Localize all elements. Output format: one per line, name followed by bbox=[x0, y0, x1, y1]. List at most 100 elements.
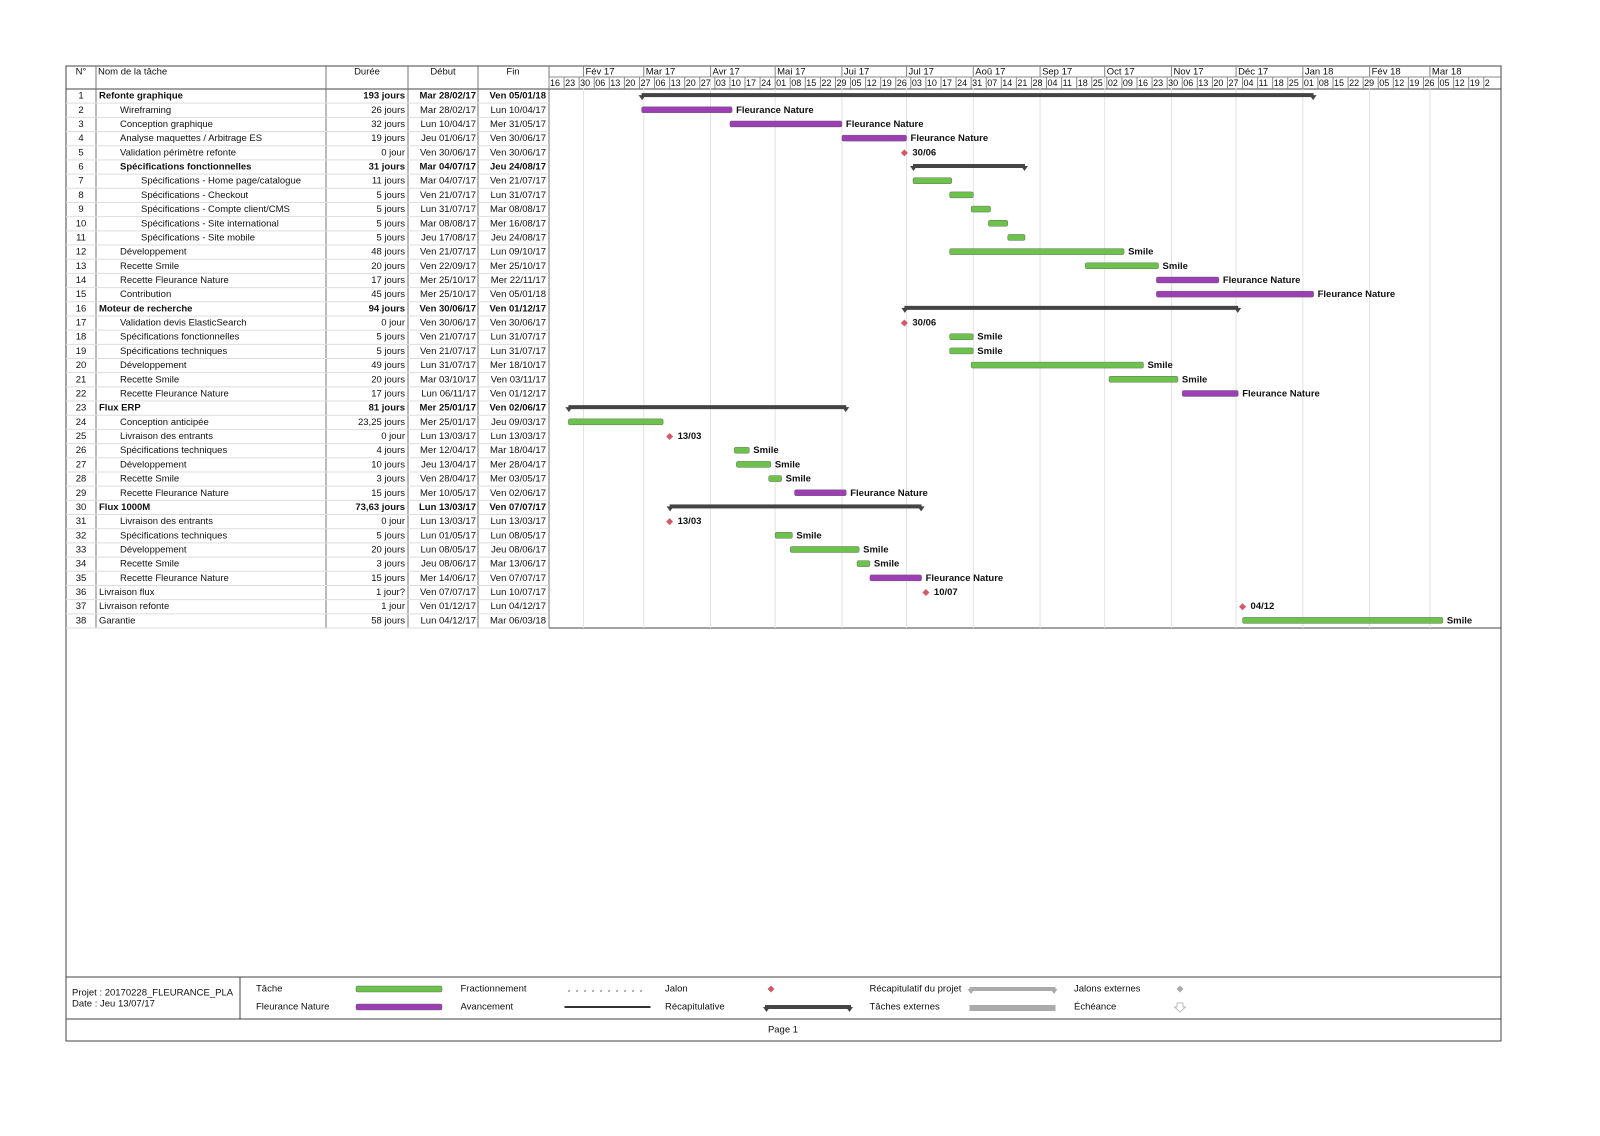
column-header: Nom de la tâche bbox=[98, 67, 167, 78]
finish-date: Mer 28/04/17 bbox=[490, 459, 546, 470]
bar-label: 13/03 bbox=[678, 431, 702, 442]
finish-date: Lun 04/12/17 bbox=[491, 601, 546, 612]
legend-symbol bbox=[767, 985, 775, 993]
row-id: 10 bbox=[76, 218, 87, 229]
week-label: 27 bbox=[640, 78, 650, 88]
row-id: 34 bbox=[76, 559, 87, 570]
start-date: Lun 13/03/17 bbox=[421, 516, 476, 527]
task-bar bbox=[568, 418, 664, 426]
finish-date: Lun 13/03/17 bbox=[491, 516, 546, 527]
summary-cap bbox=[1234, 307, 1242, 313]
week-label: 13 bbox=[1198, 78, 1208, 88]
finish-date: Lun 31/07/17 bbox=[491, 190, 546, 201]
week-label: 24 bbox=[761, 78, 771, 88]
task-name: Recette Fleurance Nature bbox=[120, 488, 229, 499]
duration: 5 jours bbox=[376, 530, 405, 541]
task-bar bbox=[1108, 376, 1179, 383]
start-date: Mer 25/01/17 bbox=[419, 403, 476, 414]
bar-label: Fleurance Nature bbox=[736, 105, 814, 116]
legend-label: Fractionnement bbox=[461, 984, 527, 995]
task-name: Recette Smile bbox=[120, 374, 179, 385]
week-label: 06 bbox=[656, 78, 666, 88]
month-label: Aoû 17 bbox=[975, 67, 1005, 78]
legend-symbol bbox=[846, 1007, 853, 1012]
row-id: 33 bbox=[76, 545, 87, 556]
task-bar bbox=[1156, 290, 1314, 298]
column-header: Durée bbox=[354, 67, 380, 78]
start-date: Mer 10/05/17 bbox=[420, 488, 476, 499]
legend-label: Jalons externes bbox=[1074, 984, 1141, 995]
milestone bbox=[900, 149, 908, 157]
row-id: 21 bbox=[76, 374, 87, 385]
start-date: Mer 14/06/17 bbox=[420, 573, 476, 584]
start-date: Lun 08/05/17 bbox=[421, 545, 476, 556]
finish-date: Lun 08/05/17 bbox=[491, 530, 546, 541]
task-name: Recette Smile bbox=[120, 559, 179, 570]
task-name: Spécifications - Site international bbox=[141, 218, 279, 229]
task-bar bbox=[856, 560, 871, 567]
task-name: Livraison des entrants bbox=[120, 516, 213, 527]
month-label: Déc 17 bbox=[1238, 67, 1268, 78]
week-label: 12 bbox=[1394, 78, 1404, 88]
bar-label: Smile bbox=[1147, 360, 1172, 371]
bar-label: 10/07 bbox=[934, 587, 958, 598]
start-date: Ven 30/06/17 bbox=[420, 318, 476, 329]
task-name: Spécifications - Site mobile bbox=[141, 232, 255, 243]
row-id: 6 bbox=[78, 162, 83, 173]
week-label: 02 bbox=[1108, 78, 1118, 88]
task-name: Validation périmètre refonte bbox=[120, 147, 236, 158]
week-label: 09 bbox=[1123, 78, 1133, 88]
finish-date: Mer 31/05/17 bbox=[490, 119, 546, 130]
start-date: Ven 07/07/17 bbox=[420, 587, 476, 598]
task-bar bbox=[790, 546, 860, 553]
finish-date: Jeu 08/06/17 bbox=[491, 545, 546, 556]
finish-date: Ven 02/06/17 bbox=[489, 403, 546, 414]
task-bar bbox=[949, 248, 1125, 255]
summary-bar bbox=[913, 164, 1025, 169]
bar-label: Smile bbox=[1447, 615, 1472, 626]
task-name: Développement bbox=[120, 459, 187, 470]
week-label: 13 bbox=[671, 78, 681, 88]
duration: 1 jour? bbox=[376, 587, 405, 598]
summary-bar bbox=[669, 504, 922, 509]
week-label: 21 bbox=[1017, 78, 1027, 88]
start-date: Ven 30/06/17 bbox=[419, 303, 476, 314]
start-date: Mar 08/08/17 bbox=[420, 218, 476, 229]
month-label: Mar 17 bbox=[646, 67, 676, 78]
duration: 58 jours bbox=[371, 615, 405, 626]
week-label: 31 bbox=[972, 78, 982, 88]
week-label: 19 bbox=[1409, 78, 1419, 88]
duration: 5 jours bbox=[376, 190, 405, 201]
bar-label: 13/03 bbox=[678, 516, 702, 527]
bar-label: Smile bbox=[874, 559, 899, 570]
duration: 10 jours bbox=[371, 459, 405, 470]
start-date: Ven 21/07/17 bbox=[420, 346, 476, 357]
finish-date: Mar 08/08/17 bbox=[490, 204, 546, 215]
week-label: 27 bbox=[701, 78, 711, 88]
week-label: 20 bbox=[625, 78, 635, 88]
week-label: 2 bbox=[1485, 78, 1490, 88]
task-bar bbox=[970, 205, 991, 213]
week-label: 07 bbox=[987, 78, 997, 88]
task-name: Conception graphique bbox=[120, 119, 213, 130]
finish-date: Lun 13/03/17 bbox=[491, 431, 546, 442]
row-id: 30 bbox=[76, 502, 87, 513]
task-name: Flux 1000M bbox=[99, 502, 150, 513]
duration: 73,63 jours bbox=[355, 502, 405, 513]
finish-date: Lun 09/10/17 bbox=[491, 247, 546, 258]
start-date: Mer 25/10/17 bbox=[420, 289, 476, 300]
milestone bbox=[900, 319, 908, 327]
finish-date: Mer 25/10/17 bbox=[490, 261, 546, 272]
week-label: 16 bbox=[1138, 78, 1148, 88]
legend-label: Échéance bbox=[1074, 1002, 1116, 1013]
task-bar bbox=[970, 361, 1144, 369]
duration: 0 jour bbox=[381, 516, 405, 527]
summary-cap bbox=[1021, 166, 1028, 172]
week-label: 29 bbox=[1364, 78, 1374, 88]
duration: 20 jours bbox=[371, 261, 405, 272]
start-date: Jeu 08/06/17 bbox=[421, 559, 476, 570]
week-label: 23 bbox=[1153, 78, 1163, 88]
week-label: 17 bbox=[942, 78, 952, 88]
row-id: 1 bbox=[78, 91, 83, 102]
week-label: 29 bbox=[836, 78, 846, 88]
